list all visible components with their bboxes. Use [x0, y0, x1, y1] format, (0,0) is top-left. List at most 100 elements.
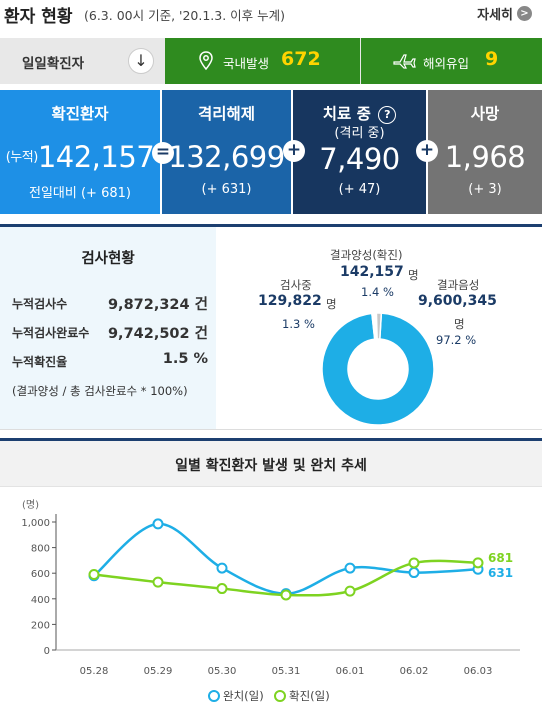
y-axis-label: (명) [22, 499, 39, 511]
x-tick-label: 06.02 [400, 666, 429, 677]
treatment-card: 치료 중 ? (격리 중) 7,490 (+ 47) [293, 90, 426, 214]
testing-unit: 명 [326, 297, 337, 311]
treatment-title: 치료 중 [322, 105, 371, 123]
confirmed-title: 확진환자 [51, 105, 109, 123]
released-delta: (+ 631) [201, 182, 252, 197]
data-point[interactable] [472, 557, 484, 569]
negative-unit: 명 [454, 317, 465, 331]
confirmed-prefix: (누적) [5, 150, 39, 165]
negative-value: 9,600,345 [418, 293, 497, 309]
legend-marker [208, 690, 220, 702]
positive-label: 결과양성(확진) [330, 248, 403, 262]
testing-pct: 1.3 % [282, 317, 315, 331]
data-point[interactable] [152, 518, 164, 530]
overseas-cases-box: 해외유입 9 [361, 38, 542, 84]
data-point[interactable] [408, 557, 420, 569]
domestic-value: 672 [281, 48, 321, 70]
deaths-delta: (+ 3) [468, 182, 502, 197]
data-point[interactable] [88, 568, 100, 580]
confirmed-value-row: (누적)142,157 [0, 140, 160, 174]
y-tick-label: 400 [31, 595, 50, 606]
confirmed-delta: 전일대비 (+ 681) [29, 186, 131, 201]
deaths-value: 1,968 [444, 140, 526, 174]
treatment-title-row: 치료 중 ? [293, 102, 426, 124]
overseas-value: 9 [485, 48, 499, 70]
page-subtitle: (6.3. 00시 기준, '20.1.3. 이후 누계) [84, 8, 286, 23]
series-line-0 [93, 522, 479, 595]
test-status-panel: 검사현황 누적검사수 9,872,324 건 누적검사완료수 9,742,502… [0, 227, 216, 429]
page-title: 환자 현황 [4, 7, 73, 27]
y-tick-label: 800 [31, 544, 50, 555]
detail-link[interactable]: 자세히 > [477, 4, 532, 23]
daily-trend-section: 일별 확진환자 발생 및 완치 추세 [0, 438, 542, 720]
x-tick-label: 06.03 [464, 666, 493, 677]
test-rate-note: (결과양성 / 총 검사완료수 * 100%) [12, 384, 188, 398]
overseas-label: 해외유입 [423, 56, 470, 71]
treatment-subtitle: (격리 중) [334, 126, 385, 141]
chevron-right-icon: > [517, 6, 532, 21]
x-tick-label: 05.31 [272, 666, 301, 677]
end-value-label: 631 [488, 566, 513, 580]
positive-pct: 1.4 % [361, 285, 394, 299]
data-point[interactable] [280, 589, 292, 601]
confirmed-value: 142,157 [37, 140, 155, 174]
negative-pct: 97.2 % [436, 333, 477, 347]
x-tick-label: 05.28 [80, 666, 109, 677]
y-tick-label: 0 [44, 646, 50, 657]
data-point[interactable] [408, 567, 420, 579]
confirmed-card: 확진환자 (누적)142,157 전일대비 (+ 681) [0, 90, 160, 214]
legend-label[interactable]: 완치(일) [223, 689, 264, 703]
test-status-section: 검사현황 누적검사수 9,872,324 건 누적검사완료수 9,742,502… [0, 224, 542, 430]
chart-title-bar: 일별 확진환자 발생 및 완치 추세 [0, 441, 542, 487]
test-row-value: 9,742,502 건 [107, 326, 208, 342]
legend-label[interactable]: 확진(일) [289, 689, 330, 703]
data-point[interactable] [344, 562, 356, 574]
plus-icon: + [416, 140, 438, 162]
test-row-value: 9,872,324 건 [107, 297, 208, 313]
chart-title: 일별 확진환자 발생 및 완치 추세 [175, 458, 367, 474]
positive-unit: 명 [408, 268, 419, 282]
domestic-label: 국내발생 [223, 56, 270, 71]
data-point[interactable] [216, 562, 228, 574]
equals-icon: = [152, 142, 174, 164]
arrow-down-icon[interactable]: ↓ [128, 48, 154, 74]
positive-value: 142,157 [340, 264, 404, 280]
testing-value: 129,822 [258, 293, 322, 309]
data-point[interactable] [152, 576, 164, 588]
y-tick-label: 1,000 [21, 518, 50, 529]
deaths-title: 사망 [470, 105, 500, 123]
test-result-donut [321, 312, 435, 426]
treatment-delta: (+ 47) [338, 182, 381, 197]
negative-slice [321, 312, 435, 426]
trend-line-chart: (명) 0 200 400 600 800 1,000 05.28 05.29 05.30 05.3… [21, 499, 520, 703]
help-icon[interactable]: ? [378, 105, 397, 124]
testing-label: 검사중 [280, 278, 312, 292]
daily-confirmed-label: 일일확진자 [22, 56, 85, 72]
airplane-icon [393, 54, 416, 69]
end-value-label: 681 [488, 551, 513, 565]
x-tick-label: 06.01 [336, 666, 365, 677]
data-point[interactable] [216, 583, 228, 595]
x-tick-label: 05.30 [208, 666, 237, 677]
plus-icon: + [283, 140, 305, 162]
released-title: 격리해제 [197, 105, 256, 123]
test-row-label: 누적확진율 [12, 355, 68, 369]
released-value: 132,699 [168, 140, 285, 174]
domestic-cases-box: 국내발생 672 [165, 38, 360, 84]
treatment-value: 7,490 [319, 142, 400, 176]
x-tick-label: 05.29 [144, 666, 173, 677]
data-point[interactable] [344, 585, 356, 597]
detail-link-label: 자세히 [477, 8, 513, 23]
pin-icon [199, 51, 213, 71]
page-header: 환자 현황 (6.3. 00시 기준, '20.1.3. 이후 누계) 자세히 … [0, 0, 542, 28]
test-status-title: 검사현황 [81, 251, 135, 267]
released-card: 격리해제 132,699 (+ 631) [162, 90, 291, 214]
test-row-label: 누적검사수 [12, 297, 68, 311]
y-tick-label: 200 [31, 620, 50, 631]
test-row-label: 누적검사완료수 [12, 326, 90, 340]
legend-marker [274, 690, 286, 702]
test-row-value: 1.5 % [162, 351, 208, 367]
deaths-card: 사망 1,968 (+ 3) [428, 90, 542, 214]
negative-label: 결과음성 [437, 278, 480, 292]
positive-slice [375, 312, 383, 340]
